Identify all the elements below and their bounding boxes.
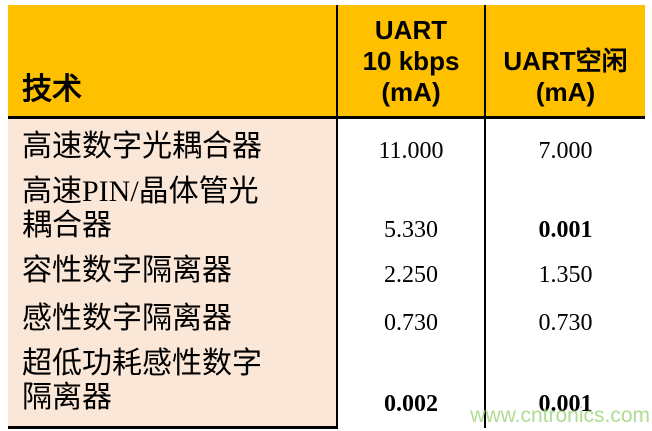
table-header-row: 技术 UART 10 kbps (mA) UART空闲 (mA) (8, 5, 645, 119)
uart-10kbps-value-cell: 0.002 (336, 347, 485, 428)
technology-cell: 感性数字隔离器 (8, 299, 337, 347)
uart-idle-value-cell: 1.350 (484, 254, 645, 299)
uart-10kbps-value-cell: 11.000 (336, 117, 485, 175)
technology-label-line: 容性数字隔离器 (22, 254, 232, 287)
column-header-uart-10kbps: UART 10 kbps (mA) (336, 5, 485, 119)
header-line: UART (374, 14, 448, 45)
technology-cell: 高速数字光耦合器 (8, 117, 337, 175)
table-row: 高速PIN/晶体管光 耦合器 5.330 0.001 (8, 175, 645, 254)
technology-cell: 超低功耗感性数字 隔离器 (8, 347, 337, 429)
technology-label-line: 隔离器 (22, 381, 112, 414)
uart-idle-value-cell: 0.730 (484, 299, 645, 347)
table-row: 容性数字隔离器 2.250 1.350 (8, 254, 645, 299)
header-line: 10 kbps (362, 45, 460, 76)
technology-label-line: 高速数字光耦合器 (22, 130, 262, 163)
technology-label-line: 高速PIN/晶体管光 (22, 175, 259, 208)
header-line: (mA) (381, 76, 441, 107)
column-header-technology: 技术 (8, 5, 337, 119)
table-row: 超低功耗感性数字 隔离器 0.002 0.001 (8, 347, 645, 429)
isolation-power-comparison-table: 技术 UART 10 kbps (mA) UART空闲 (mA) 高速数字光耦合器 11… (8, 5, 645, 429)
table-row: 感性数字隔离器 0.730 0.730 (8, 299, 645, 347)
table-row: 高速数字光耦合器 11.000 7.000 (8, 117, 645, 175)
uart-10kbps-value-cell: 5.330 (336, 175, 485, 254)
header-line: (mA) (535, 76, 596, 107)
uart-idle-value-cell: 7.000 (484, 117, 645, 175)
technology-label-line: 耦合器 (22, 209, 112, 242)
column-header-uart-idle: UART空闲 (mA) (484, 5, 645, 119)
uart-idle-value-cell: 0.001 (484, 347, 645, 428)
uart-idle-value-cell: 0.001 (484, 175, 645, 254)
uart-10kbps-value-cell: 0.730 (336, 299, 485, 347)
header-line: UART空闲 (503, 45, 628, 76)
technology-label-line: 超低功耗感性数字 (22, 347, 262, 380)
uart-10kbps-value-cell: 2.250 (336, 254, 485, 299)
technology-cell: 高速PIN/晶体管光 耦合器 (8, 175, 337, 254)
technology-cell: 容性数字隔离器 (8, 254, 337, 299)
technology-label-line: 感性数字隔离器 (22, 302, 232, 335)
